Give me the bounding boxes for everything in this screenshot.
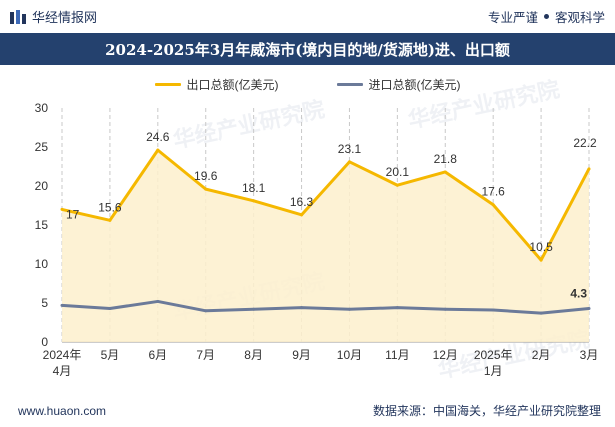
x-tick-label: 11月 (385, 348, 409, 362)
export-data-label: 24.6 (146, 130, 170, 144)
slogan-separator-dot (543, 14, 549, 19)
brand-name: 华经情报网 (32, 10, 98, 25)
import-data-point (539, 311, 543, 315)
legend-item-export[interactable]: 出口总额(亿美元) (154, 76, 279, 93)
x-tick-label: 6月 (148, 348, 167, 362)
x-tick-label: 2月 (532, 348, 551, 362)
import-data-point (156, 299, 160, 303)
x-tick-label: 8月 (244, 348, 263, 362)
export-data-point (60, 207, 64, 211)
footer-website[interactable]: www.huaon.com (18, 403, 107, 418)
import-data-point (587, 306, 591, 310)
y-tick-label: 25 (35, 140, 49, 154)
export-data-point (252, 199, 256, 203)
import-data-point (60, 303, 64, 307)
brand-logo-icon (10, 9, 26, 24)
import-data-label: 4.3 (570, 286, 587, 300)
x-tick-label: 12月 (433, 348, 458, 362)
footer-source: 数据来源：中国海关，华经产业研究院整理 (372, 404, 601, 418)
brand: 华经情报网 (10, 7, 97, 26)
export-data-label: 17.6 (482, 185, 506, 199)
y-tick-label: 5 (41, 296, 48, 310)
x-tick-label: 10月 (337, 348, 362, 362)
slogan-left: 专业严谨 (487, 11, 538, 25)
import-data-point (491, 308, 495, 312)
x-tick-label: 5月 (101, 348, 120, 362)
export-data-point (491, 203, 495, 207)
top-bar: 华经情报网 专业严谨 客观科学 (0, 0, 615, 33)
export-data-label: 17 (66, 207, 80, 221)
x-tick-label: 2024年 4月 (43, 348, 82, 378)
chart-legend: 出口总额(亿美元) 进口总额(亿美元) (0, 74, 615, 94)
export-data-point (204, 187, 208, 191)
export-data-point (347, 160, 351, 164)
export-data-point (539, 258, 543, 262)
legend-label-export: 出口总额(亿美元) (186, 77, 279, 92)
y-tick-label: 30 (35, 101, 49, 115)
export-data-label: 22.2 (573, 136, 597, 150)
slogan: 专业严谨 客观科学 (488, 7, 605, 26)
legend-swatch-export (154, 82, 181, 86)
import-data-point (108, 306, 112, 310)
x-tick-label: 7月 (196, 348, 215, 362)
export-data-label: 18.1 (242, 181, 266, 195)
legend-swatch-import (336, 82, 363, 86)
import-data-point (300, 306, 304, 310)
export-data-label: 10.5 (529, 240, 553, 254)
export-data-label: 16.3 (290, 195, 314, 209)
import-series-line (61, 299, 590, 315)
y-tick-label: 20 (35, 179, 49, 193)
import-data-point (252, 307, 256, 311)
y-tick-label: 15 (35, 218, 49, 232)
x-tick-label: 2025年 1月 (474, 348, 513, 378)
import-data-point (347, 307, 351, 311)
export-area (62, 150, 589, 342)
watermark-text-0: 华经产业研究院 (406, 76, 562, 133)
export-data-point (443, 170, 447, 174)
export-data-label: 15.6 (98, 200, 122, 214)
import-data-point (443, 307, 447, 311)
legend-label-import: 进口总额(亿美元) (368, 77, 461, 92)
legend-item-import[interactable]: 进口总额(亿美元) (336, 76, 461, 93)
export-data-label: 19.6 (194, 169, 218, 183)
export-data-point (395, 183, 399, 187)
export-data-label: 23.1 (338, 142, 362, 156)
import-data-point (204, 309, 208, 313)
x-tick-label: 3月 (580, 348, 599, 362)
footer: www.huaon.com 数据来源：中国海关，华经产业研究院整理 (0, 394, 615, 427)
y-tick-label: 10 (35, 257, 49, 271)
y-tick-label: 0 (41, 335, 48, 349)
export-data-label: 21.8 (434, 152, 458, 166)
x-tick-label: 9月 (292, 348, 311, 362)
export-series-line (61, 148, 591, 262)
export-data-point (300, 213, 304, 217)
chart-title: 2024-2025年3月年威海市(境内目的地/货源地)进、出口额 (0, 33, 615, 65)
watermark-text-1: 华经产业研究院 (171, 96, 327, 153)
slogan-right: 客观科学 (554, 11, 605, 25)
export-data-point (156, 148, 160, 152)
import-data-point (395, 306, 399, 310)
export-data-label: 20.1 (386, 165, 410, 179)
export-data-point (108, 218, 112, 222)
export-data-point (587, 167, 591, 171)
